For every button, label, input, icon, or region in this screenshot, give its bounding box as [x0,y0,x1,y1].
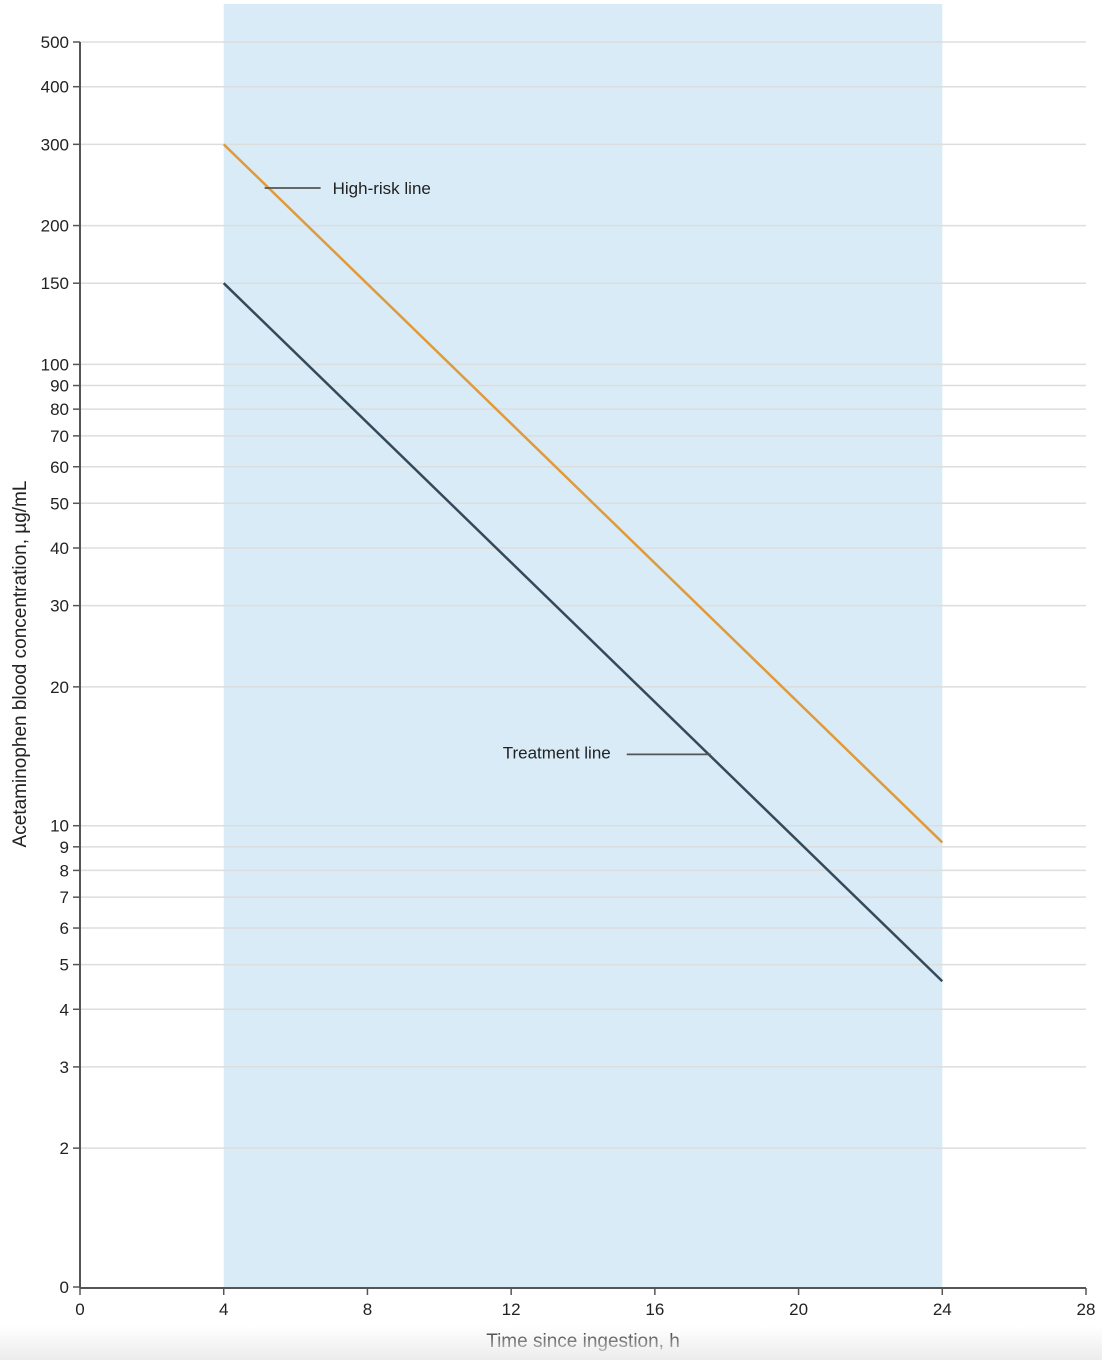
x-tick-label: 4 [219,1300,228,1319]
y-tick-label: 300 [41,135,69,154]
y-tick-label: 40 [50,539,69,558]
x-tick-label: 16 [645,1300,664,1319]
y-tick-label: 4 [60,1000,69,1019]
grid-lines [80,41,1086,1149]
series-line-high-risk [222,143,944,844]
x-axis-ticks: 0 4 8 12 16 20 24 28 [75,1288,1095,1319]
y-tick-label: 20 [50,678,69,697]
y-tick-label: 200 [41,217,69,236]
y-tick-label: 500 [41,33,69,52]
treatment-region-shading [223,4,943,1288]
series-line-treatment [222,282,944,983]
y-tick-label: 90 [50,377,69,396]
x-tick-label: 0 [75,1300,84,1319]
y-tick-label: 80 [50,400,69,419]
x-tick-label: 28 [1077,1300,1096,1319]
annotations: High-risk line Treatment line [264,179,711,762]
y-tick-label: 400 [41,78,69,97]
axes [79,42,1086,1289]
y-tick-label: 3 [60,1058,69,1077]
y-tick-label: 150 [41,274,69,293]
y-tick-label: 100 [41,355,69,374]
y-tick-label: 60 [50,458,69,477]
y-tick-label: 30 [50,597,69,616]
y-tick-label: 10 [50,817,69,836]
y-tick-label: 7 [60,888,69,907]
y-axis-title: Acetaminophen blood concentration, µg/mL [10,481,31,848]
x-tick-label: 24 [933,1300,952,1319]
x-axis-title: Time since ingestion, h [486,1331,680,1352]
y-tick-label: 5 [60,956,69,975]
x-tick-label: 8 [363,1300,372,1319]
y-tick-label: 9 [60,838,69,857]
x-tick-label: 20 [789,1300,808,1319]
series-lines [222,143,944,983]
y-tick-label: 2 [60,1139,69,1158]
y-tick-label: 6 [60,919,69,938]
treatment-line-label: Treatment line [503,743,611,762]
y-tick-label: 0 [60,1278,69,1297]
y-tick-label: 70 [50,427,69,446]
y-axis-ticks: 0 2 3 4 5 6 7 8 9 10 20 30 40 50 60 70 80 90 100 150 200 300 4… [41,33,80,1297]
y-tick-label: 8 [60,861,69,880]
high-risk-line-label: High-risk line [333,179,431,198]
x-tick-label: 12 [502,1300,521,1319]
y-tick-label: 50 [50,494,69,513]
